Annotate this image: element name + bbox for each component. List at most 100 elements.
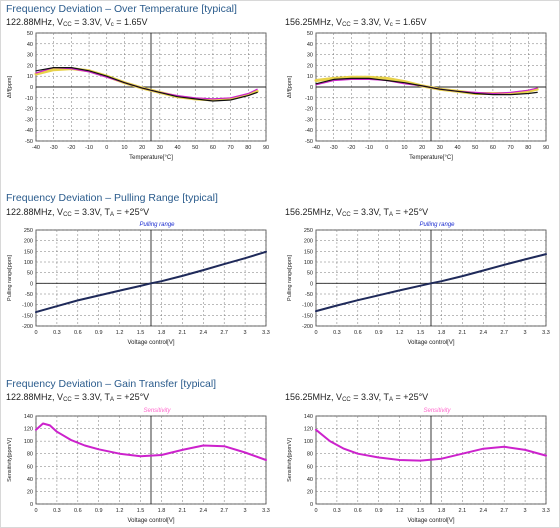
y-tick-label: 60 [307, 464, 313, 470]
y-tick-label: -50 [305, 292, 313, 298]
chart-title: Pulling range [419, 222, 455, 228]
x-tick-label: 1.5 [417, 508, 425, 514]
x-tick-label: 60 [490, 145, 496, 151]
y-tick-label: 120 [24, 427, 33, 433]
x-tick-label: 90 [543, 145, 549, 151]
x-tick-label: 3.3 [542, 330, 550, 336]
x-tick-label: 0.3 [53, 330, 61, 336]
y-tick-label: 60 [27, 464, 33, 470]
y-tick-label: 200 [304, 239, 313, 245]
x-tick-label: -20 [347, 145, 355, 151]
y-tick-label: 100 [304, 439, 313, 445]
x-tick-label: 2.1 [179, 508, 187, 514]
x-tick-label: 2.4 [479, 330, 487, 336]
x-tick-label: 1.8 [438, 508, 446, 514]
x-tick-label: -40 [312, 145, 320, 151]
x-tick-label: 0.3 [333, 508, 341, 514]
y-tick-label: 120 [304, 427, 313, 433]
x-tick-label: 2.4 [199, 508, 207, 514]
x-tick-label: 2.1 [459, 508, 467, 514]
y-tick-label: 20 [307, 63, 313, 69]
y-tick-label: -30 [25, 117, 33, 123]
x-tick-label: 1.2 [396, 330, 404, 336]
x-axis-label: Voltage control[V] [127, 518, 174, 524]
x-axis-label: Voltage control[V] [407, 340, 454, 346]
x-tick-label: 1.8 [158, 508, 166, 514]
y-tick-label: -20 [305, 107, 313, 113]
y-tick-label: 0 [30, 85, 33, 91]
y-tick-label: -100 [302, 303, 313, 309]
y-axis-label: Pulling range[ppm] [287, 255, 293, 301]
x-tick-label: 20 [419, 145, 425, 151]
y-tick-label: 0 [310, 85, 313, 91]
y-tick-label: 50 [307, 31, 313, 37]
x-tick-label: 20 [139, 145, 145, 151]
x-tick-label: -30 [330, 145, 338, 151]
y-tick-label: -50 [25, 292, 33, 298]
y-axis-label: Sensitivity[ppm/V] [7, 438, 13, 482]
series-line-0 [315, 428, 547, 462]
x-axis-label: Voltage control[V] [127, 340, 174, 346]
y-tick-label: -200 [22, 324, 33, 330]
x-tick-label: 70 [228, 145, 234, 151]
chart-pulling-122: Pulling range -200 -150 -100 -50 0 50 100 150 200… [7, 222, 270, 346]
x-tick-label: 10 [121, 145, 127, 151]
x-tick-label: 3 [524, 330, 527, 336]
x-tick-label: -20 [67, 145, 75, 151]
x-tick-label: 90 [263, 145, 269, 151]
y-tick-label: 80 [27, 452, 33, 458]
x-tick-label: 0.9 [375, 330, 383, 336]
x-tick-label: 2.7 [500, 508, 508, 514]
y-tick-label: 40 [307, 42, 313, 48]
x-tick-label: 0 [105, 145, 108, 151]
y-tick-label: 10 [307, 74, 313, 80]
y-tick-label: 40 [27, 42, 33, 48]
y-tick-label: -50 [305, 139, 313, 145]
section-title-pulling: Frequency Deviation – Pulling Range [typ… [6, 192, 218, 204]
x-tick-label: 0.9 [375, 508, 383, 514]
chart-subtitle: 122.88MHz, VCC = 3.3V, TA = +25°V [6, 392, 150, 403]
y-tick-label: -50 [25, 139, 33, 145]
x-tick-label: 30 [157, 145, 163, 151]
x-tick-label: 1.8 [158, 330, 166, 336]
y-tick-label: 20 [27, 63, 33, 69]
chart-subtitle: 122.88MHz, VCC = 3.3V, TA = +25°V [6, 207, 150, 218]
chart-subtitle: 156.25MHz, VCC = 3.3V, Vc = 1.65V [285, 17, 427, 28]
y-tick-label: 250 [24, 228, 33, 234]
x-tick-label: 40 [174, 145, 180, 151]
chart-subtitle: 156.25MHz, VCC = 3.3V, TA = +25°V [285, 392, 429, 403]
x-tick-label: 2.7 [500, 330, 508, 336]
x-tick-label: 40 [454, 145, 460, 151]
chart-title: Sensitivity [143, 408, 171, 414]
y-tick-label: 30 [27, 53, 33, 59]
y-tick-label: 80 [307, 452, 313, 458]
x-tick-label: 70 [508, 145, 514, 151]
y-tick-label: -30 [305, 117, 313, 123]
chart-gain-122: Sensitivity 0 20 40 60 80 100 120 140 0 0.3 0.6 0.9 1… [7, 408, 270, 524]
x-axis-label: Temperature[°C] [129, 155, 173, 161]
series-line-0 [315, 253, 547, 313]
series-line-0 [35, 250, 267, 314]
x-tick-label: 30 [437, 145, 443, 151]
y-tick-label: 0 [30, 281, 33, 287]
y-tick-label: -150 [22, 313, 33, 319]
series-line-2 [315, 77, 538, 96]
y-tick-label: 140 [304, 414, 313, 420]
x-tick-label: 3.3 [542, 508, 550, 514]
y-axis-label: Pulling range[ppm] [7, 255, 13, 301]
x-tick-label: 80 [525, 145, 531, 151]
y-tick-label: 100 [24, 439, 33, 445]
y-tick-label: 30 [307, 53, 313, 59]
x-tick-label: 2.4 [199, 330, 207, 336]
x-tick-label: 1.5 [137, 508, 145, 514]
y-tick-label: 20 [307, 489, 313, 495]
x-tick-label: 60 [210, 145, 216, 151]
x-tick-label: 0.3 [333, 330, 341, 336]
y-tick-label: -40 [25, 128, 33, 134]
series-line-0 [35, 422, 267, 461]
x-tick-label: 1.5 [417, 330, 425, 336]
y-tick-label: 20 [27, 489, 33, 495]
x-axis-label: Temperature[°C] [409, 155, 453, 161]
x-tick-label: 0 [34, 330, 37, 336]
